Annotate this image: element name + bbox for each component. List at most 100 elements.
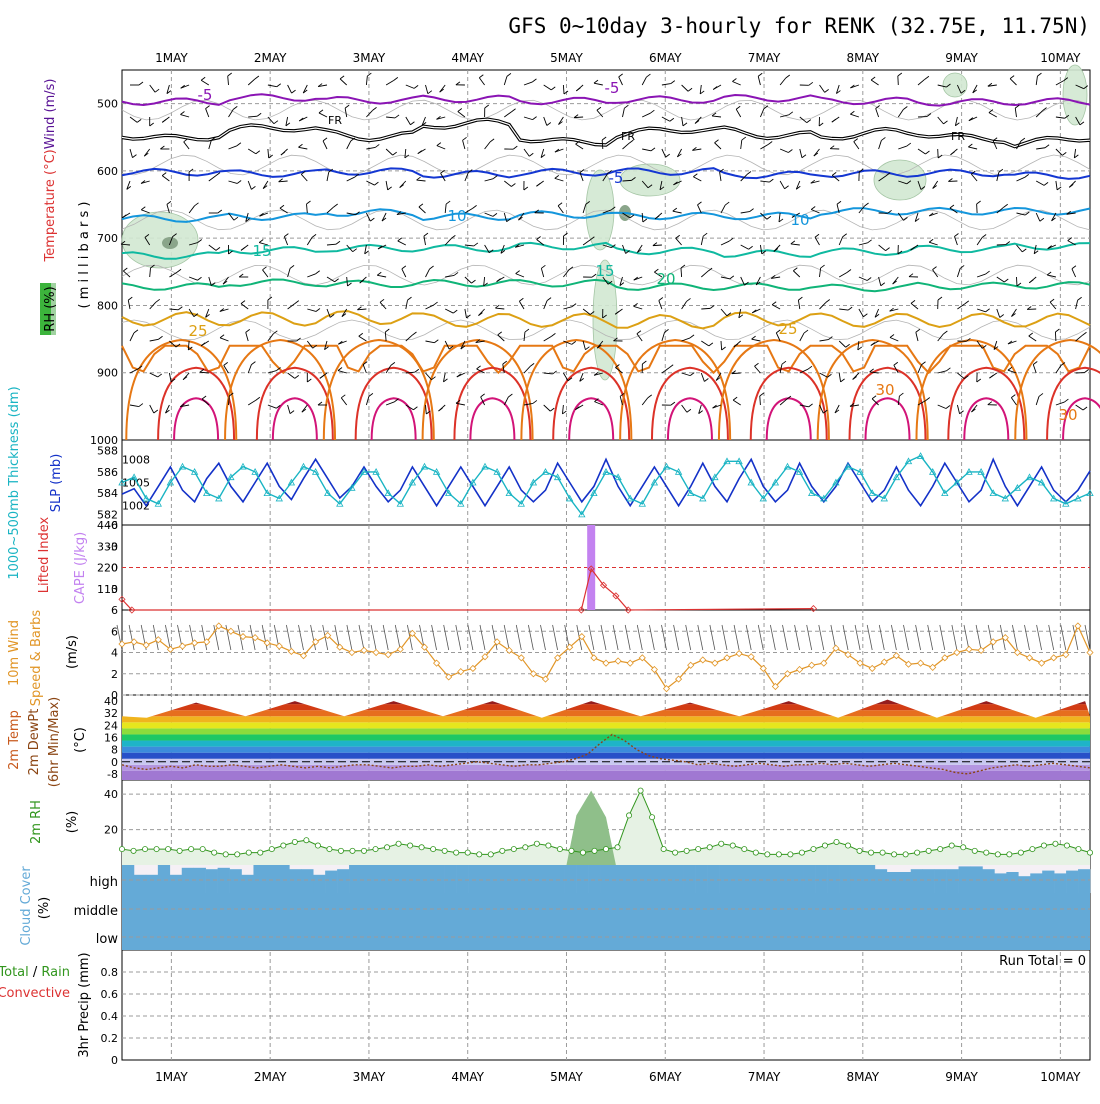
rh-marker <box>661 846 666 851</box>
rh-marker <box>938 846 943 851</box>
rh-marker <box>799 850 804 855</box>
cloud-high-bar <box>373 865 385 893</box>
cloud-high-bar <box>624 865 636 893</box>
cloud-high-bar <box>289 869 301 893</box>
cloud-high-bar <box>588 865 600 893</box>
thickness-ytick: 584 <box>97 487 118 500</box>
bottom-date-label: 1MAY <box>155 1070 188 1084</box>
temp-ytick: 16 <box>104 732 118 745</box>
isotherm-label: 30 <box>1058 406 1077 424</box>
isotherm-label: 25 <box>778 320 797 338</box>
cloud-level-label: high <box>90 875 118 890</box>
rh-marker <box>903 852 908 857</box>
rh-marker <box>776 852 781 857</box>
temp-unit-ylabel: (°C) <box>73 727 88 753</box>
rh-marker <box>730 843 735 848</box>
rh-marker <box>684 848 689 853</box>
top-date-label: 9MAY <box>945 51 978 65</box>
millibars-label-wrap: ( m i l l i b a r s ) <box>77 202 92 309</box>
temp-band <box>122 765 1090 771</box>
cloud-high-bar <box>684 865 696 893</box>
rh-marker <box>1087 850 1092 855</box>
rh-marker <box>949 843 954 848</box>
rh-marker <box>119 846 124 851</box>
rh-marker <box>200 846 205 851</box>
cloud-high-bar <box>504 865 516 893</box>
rh-marker <box>292 839 297 844</box>
rh-marker <box>154 846 159 851</box>
rh-marker <box>569 848 574 853</box>
rh-marker <box>638 788 643 793</box>
rh-marker <box>649 815 654 820</box>
precip-legend-line1: Total / Rain <box>0 965 70 980</box>
run-total-label: Run Total = 0 <box>999 954 1086 969</box>
temp-unit-wrap: (°C) <box>73 727 88 753</box>
isotherm-label: 25 <box>188 322 207 340</box>
thickness-ytick: 586 <box>97 466 118 479</box>
top-date-label: 10MAY <box>1040 51 1081 65</box>
cloud-high-bar <box>122 865 134 893</box>
bottom-date-label: 6MAY <box>649 1070 682 1084</box>
temp-ytick: 32 <box>104 707 118 720</box>
bottom-date-label: 7MAY <box>748 1070 781 1084</box>
rh-marker <box>972 848 977 853</box>
isotherm-label: 10 <box>790 211 809 229</box>
cloud-high-bar <box>600 865 612 893</box>
rh-marker <box>131 848 136 853</box>
isotherm-label: 15 <box>595 262 614 280</box>
cloud-level-label: low <box>96 932 119 947</box>
cloud-high-bar <box>1018 876 1030 893</box>
cloud-high-bar <box>457 865 469 893</box>
precip-ylabel: 3hr Precip (mm) <box>77 952 92 1057</box>
rh-marker <box>742 846 747 851</box>
panel-frame-thickness_slp <box>122 440 1090 525</box>
legend-part: / <box>29 965 42 980</box>
top-date-label: 2MAY <box>254 51 287 65</box>
rh-marker <box>984 850 989 855</box>
cloud-high-bar <box>469 865 481 893</box>
rh-marker <box>1018 850 1023 855</box>
upper-air-ytick: 900 <box>97 367 118 380</box>
cape-bar <box>587 525 595 610</box>
cloud-high-bar <box>851 865 863 893</box>
millibars-label: ( m i l l i b a r s ) <box>77 202 92 309</box>
rh-marker <box>557 846 562 851</box>
rh2m-unit-wrap: (%) <box>65 811 80 834</box>
temp-ylabel: 2m Temp <box>7 710 22 770</box>
rh-marker <box>361 848 366 853</box>
cloud-high-bar <box>755 865 767 893</box>
rh-ytick: 20 <box>104 824 118 837</box>
top-date-label: 5MAY <box>550 51 583 65</box>
cloud-high-bar <box>803 865 815 893</box>
isotherm-label: 15 <box>252 242 271 260</box>
top-date-label: 6MAY <box>649 51 682 65</box>
cloud-mid-low <box>122 893 1090 950</box>
rh-marker <box>673 850 678 855</box>
cloud-high-bar <box>540 865 552 893</box>
precip-ytick: 0.2 <box>101 1032 119 1045</box>
cloud-high-bar <box>911 869 923 893</box>
rh-marker <box>523 845 528 850</box>
wind-barb <box>701 308 710 309</box>
precip-ytick: 0.4 <box>101 1010 119 1023</box>
cloud-level-label: middle <box>74 904 118 919</box>
precip-legend-convective: Convective <box>0 986 70 1001</box>
isotherm-label: -5 <box>198 86 213 104</box>
bottom-date-label: 9MAY <box>945 1070 978 1084</box>
cloud-high-bar <box>349 865 361 893</box>
top-date-label: 7MAY <box>748 51 781 65</box>
rh-marker <box>142 846 147 851</box>
wind-ylabel-unit: (m/s) <box>65 635 80 669</box>
upper-air-ytick: 700 <box>97 232 118 245</box>
cloud-high-bar <box>708 865 720 893</box>
rh-marker <box>995 852 1000 857</box>
rh-marker <box>373 846 378 851</box>
temp-band <box>122 741 1090 747</box>
cloud-high-bar <box>146 875 158 893</box>
rh-shade <box>122 212 198 268</box>
cloud-high-bar <box>528 865 540 893</box>
isotherm-label: 10 <box>447 207 466 225</box>
rh-marker <box>915 850 920 855</box>
cloud-high-bar <box>230 869 242 893</box>
cape-ytick: 330 <box>97 540 118 553</box>
